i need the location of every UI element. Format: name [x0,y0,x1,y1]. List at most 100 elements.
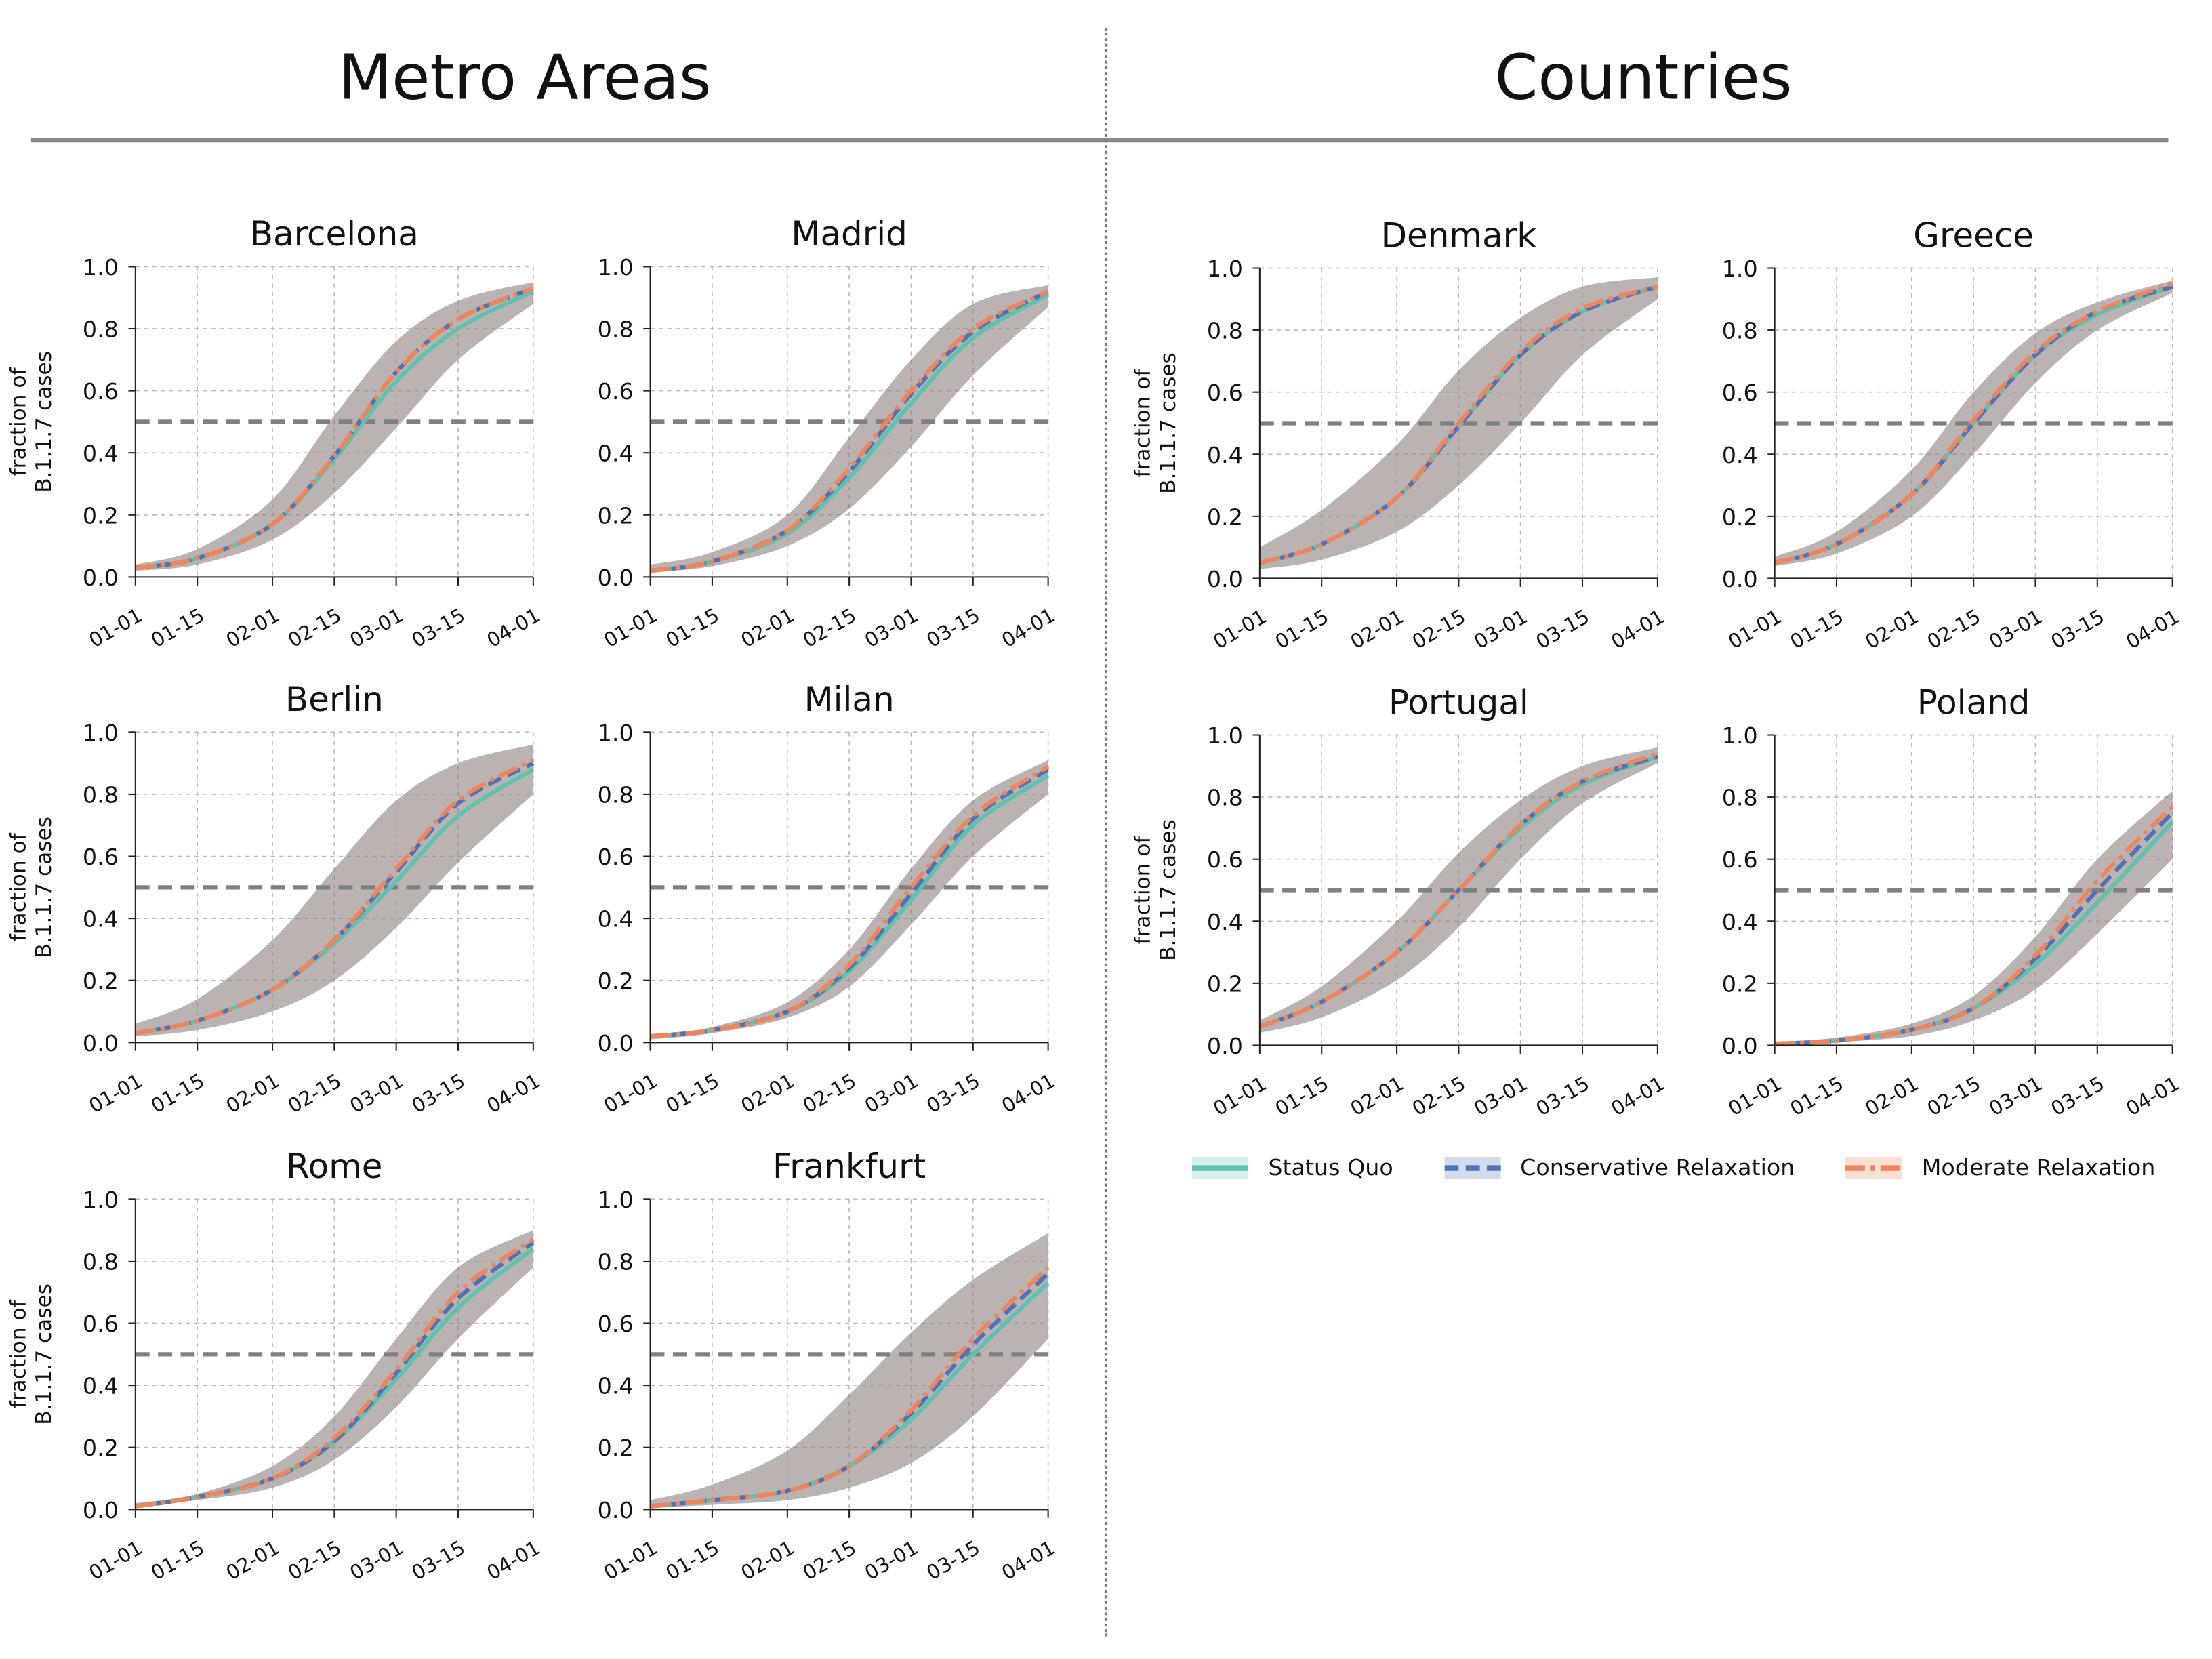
y-axis-label: B.1.1.7 cases [32,351,56,493]
xtick-label: 03-15 [2047,605,2108,654]
band-status-quo [650,1233,1048,1509]
band-status-quo [650,760,1048,1040]
ytick-label: 0.2 [1722,970,1758,997]
xtick-label: 02-01 [1347,605,1408,654]
xtick-label: 04-01 [483,603,544,652]
ytick-label: 0.8 [83,1248,119,1275]
ytick-label: 0.6 [83,378,119,405]
series-conservative-relaxation [1258,285,1658,565]
ytick-label: 0.0 [598,1030,634,1057]
ytick-label: 0.0 [1207,1033,1243,1059]
xtick-label: 01-01 [1210,1072,1271,1121]
series-moderate-relaxation [1258,284,1658,565]
conservative-relaxation-swatch-icon [1443,1155,1500,1179]
panel-title: Berlin [285,680,384,719]
xtick-label: 02-01 [737,603,798,652]
ytick-label: 0.8 [83,781,119,808]
xtick-label: 01-15 [662,1536,723,1584]
xtick-label: 04-01 [998,1536,1059,1584]
series-moderate-relaxation [1774,281,2173,565]
xtick-label: 04-01 [2122,605,2183,654]
y-axis-label: B.1.1.7 cases [1156,819,1181,961]
xtick-label: 02-15 [799,1536,860,1584]
legend-item-status-quo: Status Quo [1191,1154,1393,1181]
xtick-label: 02-15 [284,603,345,652]
xtick-label: 04-01 [483,1069,544,1118]
legend-item-conservative-relaxation: Conservative Relaxation [1443,1153,1795,1181]
ytick-label: 0.4 [598,441,634,467]
series-conservative-relaxation [1258,754,1658,1029]
ytick-label: 0.8 [1207,785,1243,811]
xtick-label: 04-01 [998,603,1059,652]
panel-title: Rome [286,1147,382,1186]
ytick-label: 0.2 [598,968,634,994]
panel-denmark: Denmark 0.0 0.2 0.4 0.6 0.8 1.0 01-01 01-15 02-01… [1131,216,1668,653]
xtick-label: 04-01 [1607,605,1668,654]
series-moderate-relaxation [650,1265,1050,1509]
ytick-label: 1.0 [1207,255,1243,282]
xtick-label: 02-15 [284,1069,345,1118]
xtick-label: 01-15 [1786,605,1847,654]
xtick-label: 02-15 [1408,605,1469,654]
ytick-label: 0.0 [1207,566,1243,592]
ytick-label: 0.2 [83,1435,119,1461]
ytick-label: 0.2 [1722,504,1758,530]
xtick-label: 02-01 [737,1069,798,1118]
xtick-label: 03-15 [408,603,469,652]
xtick-label: 02-15 [799,603,860,652]
xtick-label: 02-15 [1923,605,1984,654]
xtick-label: 01-15 [147,603,208,652]
xtick-label: 03-15 [922,603,983,652]
ytick-label: 0.0 [83,1030,119,1057]
xtick-label: 01-15 [662,1069,723,1118]
xtick-label: 03-01 [861,1536,922,1584]
legend-label: Conservative Relaxation [1520,1153,1795,1181]
y-axis-label: fraction of [1131,836,1155,945]
xtick-label: 02-15 [1408,1072,1469,1121]
band-relaxation [650,760,1048,1040]
ytick-label: 0.8 [1722,318,1758,344]
xtick-label: 04-01 [2122,1072,2183,1121]
ytick-label: 0.8 [598,1248,634,1275]
xtick-label: 03-01 [346,603,407,652]
y-axis-label: fraction of [6,832,30,941]
xtick-label: 01-15 [1271,605,1332,654]
ytick-label: 0.6 [1207,846,1243,873]
xtick-label: 01-01 [85,603,146,652]
ytick-label: 0.4 [83,441,119,467]
xtick-label: 01-15 [147,1069,208,1118]
legend: Status Quo Conservative Relaxation Moder… [1191,1153,2155,1181]
ytick-label: 0.4 [1722,442,1758,468]
ytick-label: 0.6 [1722,380,1758,406]
xtick-label: 01-01 [600,1536,661,1584]
metro-areas-header: Metro Areas [338,42,712,115]
ytick-label: 0.4 [598,906,634,933]
ytick-label: 0.8 [598,316,634,343]
ytick-label: 0.4 [1722,909,1758,935]
xtick-label: 01-01 [600,1069,661,1118]
panel-milan: Milan 0.0 0.2 0.4 0.6 0.8 1.0 01-01 01-15 02-01 02… [598,680,1059,1118]
ytick-label: 0.4 [598,1373,634,1399]
band-status-quo [135,744,533,1037]
panel-title: Milan [804,680,895,719]
panel-title: Poland [1917,682,2030,722]
ytick-label: 1.0 [1722,255,1758,282]
series-conservative-relaxation [135,1240,535,1509]
band-relaxation [650,1233,1048,1509]
xtick-label: 01-01 [1724,605,1785,654]
band-relaxation [135,744,533,1037]
series-moderate-relaxation [135,286,535,570]
xtick-label: 02-01 [1862,605,1923,654]
panel-title: Barcelona [250,214,419,253]
xtick-label: 03-01 [861,1069,922,1118]
ytick-label: 0.6 [598,844,634,870]
ytick-label: 1.0 [83,1187,119,1213]
xtick-label: 03-15 [1532,605,1593,654]
ytick-label: 0.2 [1207,970,1243,997]
panel-frankfurt: Frankfurt 0.0 0.2 0.4 0.6 0.8 1.0 01-01 01-15 02-… [598,1147,1059,1584]
xtick-label: 03-01 [346,1069,407,1118]
